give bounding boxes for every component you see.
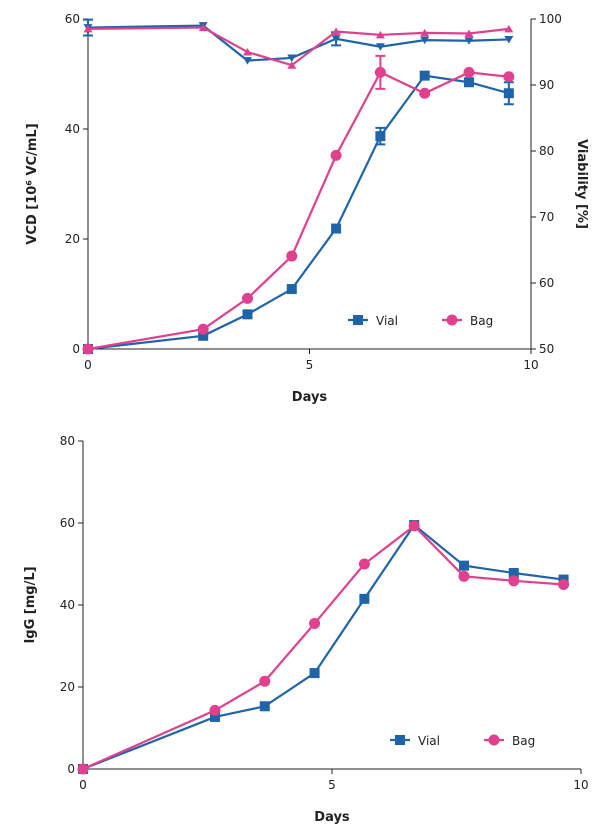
y-tick-label: 40 xyxy=(65,122,80,136)
data-point xyxy=(242,309,253,320)
y-axis-label: VCD [10⁶ VC/mL] xyxy=(25,123,40,244)
data-point xyxy=(83,24,93,33)
data-point xyxy=(504,35,514,44)
data-point xyxy=(419,87,431,99)
data-point xyxy=(198,23,208,32)
data-point xyxy=(419,70,430,81)
data-point xyxy=(77,763,89,775)
x-tick-label: 5 xyxy=(306,358,314,372)
data-point xyxy=(458,570,470,582)
data-point xyxy=(242,48,252,56)
legend-label: Vial xyxy=(376,314,398,328)
data-point xyxy=(331,35,341,43)
y2-tick-label: 100 xyxy=(539,12,562,26)
data-point xyxy=(420,36,430,45)
data-point xyxy=(309,617,321,629)
y-tick-label: 0 xyxy=(67,762,75,776)
data-point xyxy=(359,593,370,604)
data-point xyxy=(287,54,297,62)
legend: Vial Bag xyxy=(348,314,493,328)
data-point xyxy=(82,343,94,355)
legend: Vial Bag xyxy=(390,734,535,748)
data-point xyxy=(358,558,370,570)
data-point xyxy=(458,560,469,571)
series-line xyxy=(87,70,509,351)
y2-tick-label: 50 xyxy=(539,342,554,356)
data-point xyxy=(464,37,474,45)
data-point xyxy=(287,61,297,69)
y2-tick-label: 90 xyxy=(539,78,554,92)
data-point xyxy=(408,520,420,532)
x-tick-label: 10 xyxy=(573,778,588,792)
data-point xyxy=(197,323,209,335)
data-point xyxy=(241,292,253,304)
series-line xyxy=(87,26,509,67)
data-point xyxy=(209,711,220,722)
legend-label: Bag xyxy=(470,314,493,328)
data-point xyxy=(463,66,475,78)
y2-tick-label: 70 xyxy=(539,210,554,224)
data-point xyxy=(558,579,570,590)
data-point xyxy=(374,66,386,78)
y-tick-label: 0 xyxy=(72,342,80,356)
data-point xyxy=(508,568,519,579)
y2-axis-label: Viability [%] xyxy=(574,139,589,229)
data-point xyxy=(309,668,320,679)
data-point xyxy=(259,701,270,712)
y2-tick-label: 80 xyxy=(539,144,554,158)
data-point xyxy=(331,223,342,234)
y2-tick-label: 60 xyxy=(539,276,554,290)
x-tick-label: 5 xyxy=(328,778,336,792)
series-vial xyxy=(83,70,514,354)
x-axis-label: Days xyxy=(292,390,328,405)
data-point xyxy=(331,27,341,36)
legend-marker xyxy=(446,314,458,326)
data-point xyxy=(330,149,342,161)
y-tick-label: 20 xyxy=(65,232,80,246)
legend-marker xyxy=(395,735,405,745)
data-point xyxy=(198,330,209,341)
y-tick-label: 80 xyxy=(60,434,75,448)
data-point xyxy=(286,250,298,262)
legend-marker xyxy=(488,734,500,746)
data-point xyxy=(463,77,474,88)
legend-label: Bag xyxy=(512,734,535,748)
x-tick-label: 0 xyxy=(84,358,92,372)
y-tick-label: 60 xyxy=(60,516,75,530)
series-line xyxy=(87,24,509,62)
data-point xyxy=(464,29,474,38)
data-point xyxy=(508,575,520,587)
series-line xyxy=(87,74,510,351)
legend-label: Vial xyxy=(418,734,440,748)
series-bag xyxy=(77,520,570,775)
data-point xyxy=(209,704,221,716)
x-tick-label: 10 xyxy=(523,358,538,372)
series-line xyxy=(82,523,564,771)
data-point xyxy=(259,675,271,687)
y-tick-label: 20 xyxy=(60,680,75,694)
x-tick-label: 0 xyxy=(79,778,87,792)
y-tick-label: 40 xyxy=(60,598,75,612)
chart-2: 0 5 10 0 20 40 60 80 Days IgG [mg/L] Vial Bag xyxy=(23,434,589,825)
data-point xyxy=(286,284,297,295)
series-viability-2 xyxy=(83,18,514,65)
series-line xyxy=(82,524,564,771)
data-point xyxy=(503,88,514,99)
y-axis-label: IgG [mg/L] xyxy=(23,566,38,643)
data-point xyxy=(375,131,386,142)
data-point xyxy=(242,57,252,65)
x-axis-label: Days xyxy=(314,810,350,825)
data-point xyxy=(504,24,514,33)
y-tick-label: 60 xyxy=(65,12,80,26)
data-point xyxy=(420,28,430,37)
data-point xyxy=(375,30,385,39)
series-viability-3 xyxy=(83,23,514,69)
series-bag xyxy=(82,54,515,355)
data-point xyxy=(503,71,515,83)
legend-marker xyxy=(353,315,363,325)
data-point xyxy=(375,43,385,51)
